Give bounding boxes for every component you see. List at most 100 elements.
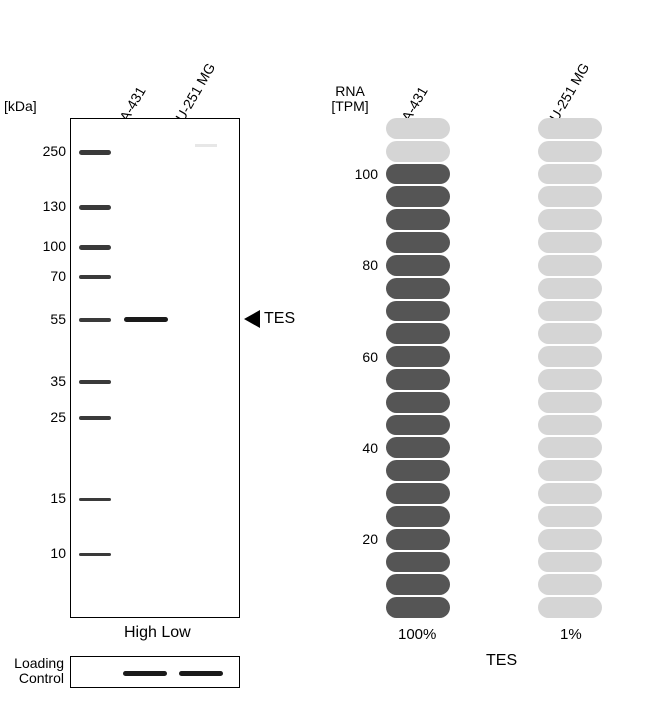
wb-lane-label: U-251 MG: [172, 60, 218, 124]
ladder-tick-label: 35: [50, 373, 66, 389]
pill: [386, 301, 450, 322]
pill: [538, 460, 602, 481]
pill: [386, 506, 450, 527]
pill: [386, 232, 450, 253]
ladder-tick: 130: [32, 198, 66, 214]
pill: [538, 186, 602, 207]
target-pointer: TES: [244, 310, 295, 328]
ladder-lane: [77, 119, 113, 617]
pill: [538, 301, 602, 322]
rna-lane-label: U-251 MG: [546, 60, 592, 124]
pill: [386, 552, 450, 573]
pill: [386, 164, 450, 185]
pill: [386, 255, 450, 276]
pointer-label: TES: [264, 310, 295, 328]
rna-tpm-panel: RNA[TPM] A-431U-251 MG 10080604020 100%1…: [320, 0, 650, 724]
pill: [386, 483, 450, 504]
ladder-tick: 55: [32, 311, 66, 327]
ladder-band: [79, 205, 111, 210]
pill: [386, 323, 450, 344]
pill: [538, 597, 602, 618]
rna-percent-label: 1%: [560, 626, 582, 643]
pill: [538, 255, 602, 276]
pill: [538, 483, 602, 504]
figure-root: [kDa] A-431U-251 MG 25013010070553525151…: [0, 0, 650, 724]
rna-tick-label: 80: [362, 257, 378, 273]
rna-tick-label: 40: [362, 440, 378, 456]
pill: [538, 346, 602, 367]
pill: [386, 597, 450, 618]
rna-tick-label: 100: [355, 166, 378, 182]
loading-control-label: LoadingControl: [0, 656, 64, 686]
ladder-band: [79, 380, 111, 384]
pill: [386, 186, 450, 207]
pill: [538, 164, 602, 185]
rna-axis-text: RNA[TPM]: [331, 83, 368, 114]
ladder-tick-label: 15: [50, 490, 66, 506]
ladder-tick-label: 25: [50, 409, 66, 425]
low-label: Low: [161, 624, 190, 641]
pill: [386, 346, 450, 367]
ladder-band: [79, 553, 111, 556]
pill: [538, 369, 602, 390]
pill: [386, 529, 450, 550]
pill: [538, 552, 602, 573]
pill: [538, 323, 602, 344]
pill: [538, 209, 602, 230]
ladder-band: [79, 275, 111, 279]
rna-tick-label: 60: [362, 349, 378, 365]
pill: [538, 415, 602, 436]
pill: [386, 278, 450, 299]
high-low-row: High Low: [124, 624, 191, 642]
ladder-tick: 25: [32, 409, 66, 425]
pill: [386, 118, 450, 139]
western-blot-panel: [kDa] A-431U-251 MG 25013010070553525151…: [0, 0, 320, 724]
pill-column: [386, 118, 450, 618]
pill: [386, 209, 450, 230]
loading-control-band: [123, 671, 167, 676]
ladder-band: [79, 498, 111, 501]
pill-column: [538, 118, 602, 618]
ladder-tick-label: 130: [43, 198, 66, 214]
ladder-tick: 70: [32, 268, 66, 284]
faint-mark: [195, 144, 217, 147]
ladder-tick: 100: [32, 238, 66, 254]
pill: [538, 506, 602, 527]
pill: [538, 437, 602, 458]
loading-control-box: [70, 656, 240, 688]
rna-axis-label: RNA[TPM]: [320, 84, 380, 114]
ladder-tick-label: 70: [50, 268, 66, 284]
ladder-tick: 35: [32, 373, 66, 389]
ladder-tick-label: 250: [43, 143, 66, 159]
ladder-tick-label: 10: [50, 545, 66, 561]
pill: [386, 141, 450, 162]
ladder-band: [79, 245, 111, 250]
ladder-tick: 10: [32, 545, 66, 561]
ladder-band: [79, 416, 111, 420]
ladder-band: [79, 318, 111, 322]
ladder-band: [79, 150, 111, 155]
pill: [538, 232, 602, 253]
kda-header: [kDa]: [4, 98, 37, 114]
rna-tick-column: 10080604020: [334, 118, 378, 618]
ladder-tick-label: 55: [50, 311, 66, 327]
pill: [538, 278, 602, 299]
loading-control-text: LoadingControl: [14, 655, 64, 686]
ladder-tick-label: 100: [43, 238, 66, 254]
pill: [386, 574, 450, 595]
pill: [538, 141, 602, 162]
pill: [386, 415, 450, 436]
pill: [386, 369, 450, 390]
rna-percent-label: 100%: [398, 626, 436, 643]
pill: [538, 529, 602, 550]
rna-gene-label: TES: [486, 652, 517, 670]
high-label: High: [124, 624, 157, 641]
pill: [386, 437, 450, 458]
pointer-triangle-icon: [244, 310, 260, 328]
pill: [386, 460, 450, 481]
ladder-tick: 250: [32, 143, 66, 159]
loading-control-band: [179, 671, 223, 676]
pill: [538, 392, 602, 413]
ladder-tick: 15: [32, 490, 66, 506]
target-band: [124, 317, 168, 322]
